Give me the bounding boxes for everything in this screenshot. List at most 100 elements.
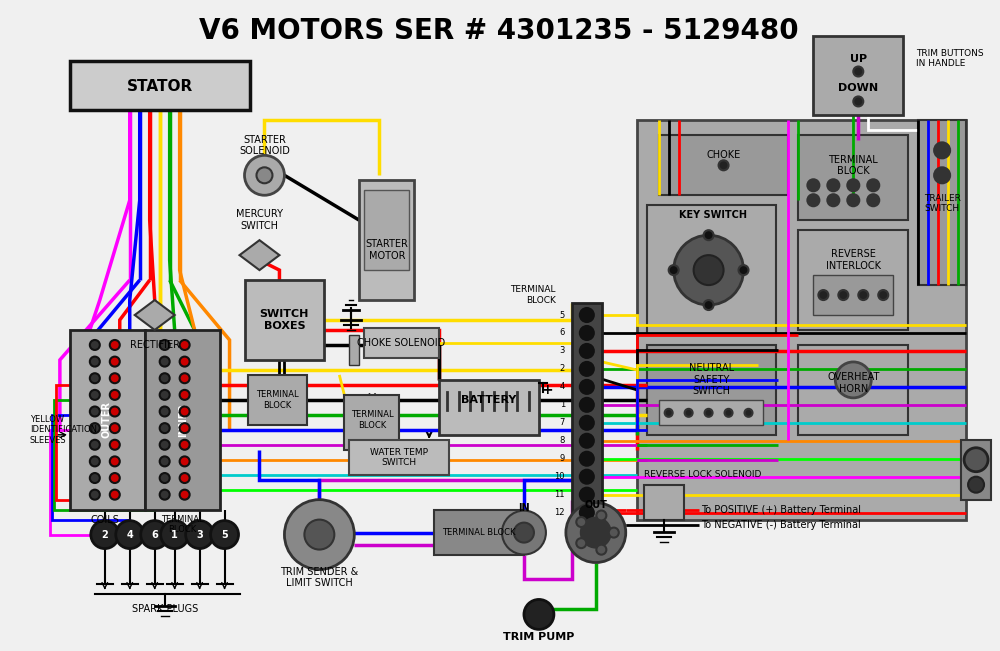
Text: 1: 1 [171,529,178,540]
Circle shape [180,473,190,483]
Text: UP: UP [850,53,867,64]
Bar [344,395,399,450]
Text: OUT: OUT [584,500,607,510]
Text: COILS: COILS [90,514,119,525]
Text: SWITCH
BOXES: SWITCH BOXES [260,309,309,331]
Circle shape [674,235,744,305]
Text: TERMINAL
BLOCK: TERMINAL BLOCK [256,390,299,409]
Circle shape [818,290,828,300]
Polygon shape [240,240,279,270]
Text: 12: 12 [554,508,565,517]
Circle shape [827,179,839,191]
Circle shape [964,448,988,472]
Text: 4: 4 [560,382,565,391]
Circle shape [160,340,170,350]
Circle shape [867,179,879,191]
Circle shape [90,340,100,350]
Circle shape [90,423,100,433]
Circle shape [180,440,190,450]
Circle shape [110,340,120,350]
Bar [359,180,414,300]
Bar [145,330,220,510]
Circle shape [160,390,170,400]
Circle shape [110,406,120,417]
Circle shape [576,538,586,548]
Bar [572,303,602,533]
Circle shape [878,290,888,300]
Bar [434,510,524,555]
Circle shape [90,473,100,483]
Circle shape [580,488,594,502]
Circle shape [665,409,673,417]
Circle shape [853,66,863,77]
Text: 7: 7 [560,419,565,427]
Circle shape [180,390,190,400]
Text: To NEGATIVE (-) Battery Terminal: To NEGATIVE (-) Battery Terminal [701,519,860,530]
Bar [248,375,307,425]
Text: CHOKE SOLENOID: CHOKE SOLENOID [357,338,445,348]
Circle shape [968,477,984,493]
Circle shape [304,519,334,549]
Text: 11: 11 [554,490,565,499]
Circle shape [704,230,714,240]
Circle shape [581,518,611,547]
Circle shape [502,510,546,555]
Circle shape [853,96,863,106]
Circle shape [609,527,619,538]
Circle shape [160,473,170,483]
Text: CHOKE: CHOKE [706,150,741,160]
Text: WATER TEMP
SWITCH: WATER TEMP SWITCH [370,448,428,467]
Circle shape [160,373,170,383]
Circle shape [835,362,871,398]
Text: REVERSE
INTERLOCK: REVERSE INTERLOCK [826,249,881,271]
Circle shape [580,362,594,376]
Circle shape [705,409,713,417]
Circle shape [180,456,190,466]
Bar [364,190,409,270]
Bar [813,275,893,315]
Bar [659,135,788,195]
Circle shape [90,390,100,400]
Text: 6: 6 [560,329,565,337]
Circle shape [160,490,170,500]
Circle shape [580,344,594,358]
Bar [798,345,908,435]
Circle shape [566,503,626,562]
Text: 9: 9 [560,454,565,464]
Text: TRIM PUMP: TRIM PUMP [503,632,575,643]
Text: REVERSE LOCK SOLENOID: REVERSE LOCK SOLENOID [644,470,761,479]
Circle shape [934,143,950,158]
Text: STATOR: STATOR [127,79,193,94]
Circle shape [719,160,729,171]
Bar [70,330,145,510]
Circle shape [211,521,239,549]
Text: 5: 5 [221,529,228,540]
Text: 6: 6 [151,529,158,540]
Circle shape [580,506,594,519]
Circle shape [580,434,594,448]
Text: INNER: INNER [178,403,188,437]
Bar [637,120,966,519]
Circle shape [867,194,879,206]
Circle shape [90,456,100,466]
Circle shape [847,194,859,206]
Circle shape [580,380,594,394]
Text: 4: 4 [126,529,133,540]
Text: To POSITIVE (+) Battery Terminal: To POSITIVE (+) Battery Terminal [701,505,861,515]
Circle shape [141,521,169,549]
Circle shape [110,390,120,400]
Bar [918,120,966,285]
Circle shape [160,406,170,417]
Circle shape [847,179,859,191]
Bar [659,400,763,425]
Text: TERMINAL
BLOCK: TERMINAL BLOCK [828,154,878,176]
Circle shape [160,456,170,466]
Circle shape [669,265,679,275]
Circle shape [514,523,534,542]
Text: 8: 8 [560,436,565,445]
Text: 10: 10 [554,472,565,481]
Bar [798,230,908,330]
Circle shape [110,357,120,367]
Circle shape [110,456,120,466]
Circle shape [91,521,119,549]
